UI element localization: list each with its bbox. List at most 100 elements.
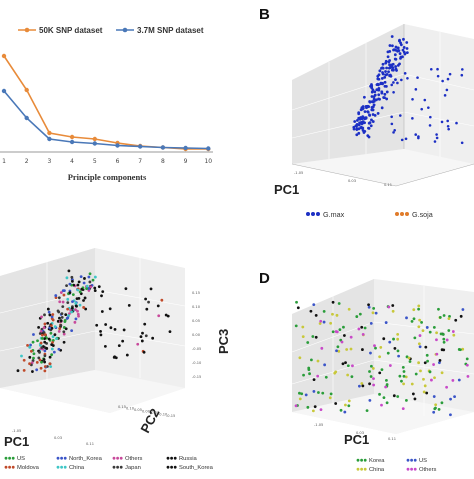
panel-c-point: [58, 327, 62, 330]
panel-d-point: [445, 385, 448, 389]
panel-d-point: [368, 370, 371, 373]
panel-c-point: [29, 349, 33, 353]
panel-b-grid: [291, 32, 474, 159]
g-max-point: [363, 110, 367, 113]
panel-c-point: [88, 272, 92, 276]
g-max-point: [392, 48, 395, 52]
g-max-point: [371, 120, 375, 123]
panel-b-chart: -1.05 0.03 0.11 PC1 G.max G.soja: [274, 24, 474, 219]
g-max-point: [372, 97, 376, 101]
panel-c-point: [97, 285, 101, 289]
panel-c-point: [47, 310, 51, 314]
panel-d-point: [453, 395, 456, 399]
panel-d-point: [363, 326, 367, 330]
panel-d-point: [420, 320, 423, 324]
panel-b-legend: G.max G.soja: [306, 210, 433, 219]
panel-c-point: [78, 290, 82, 294]
panel-c-point: [32, 333, 35, 336]
panel-d-point: [457, 348, 461, 351]
g-max-point: [357, 123, 361, 127]
panel-d-point: [322, 309, 326, 313]
g-max-point: [381, 66, 384, 70]
series-1-point: [206, 146, 211, 151]
panel-d-point: [385, 379, 388, 382]
panel-d-point: [301, 325, 305, 329]
panel-d-point: [331, 312, 334, 316]
panel-d-point: [358, 384, 361, 388]
g-max-point: [371, 113, 375, 116]
panel-d-point: [311, 409, 315, 413]
panel-d-point: [413, 397, 417, 401]
panel-d-point: [341, 362, 345, 366]
panel-d-point: [298, 397, 302, 401]
panel-d-tick-2: 0.03: [356, 431, 364, 435]
g-max-point: [446, 77, 450, 81]
panel-c-point: [66, 301, 70, 305]
panel-b-letter: B: [259, 6, 270, 23]
panel-c-point: [151, 336, 155, 340]
panel-c-point: [31, 359, 35, 363]
g-max-point: [356, 118, 359, 122]
panel-b-points: [352, 35, 464, 145]
panel-c-point: [65, 276, 69, 280]
panel-c-point: [76, 309, 79, 313]
panel-d-point: [385, 401, 389, 405]
panel-c-point: [50, 326, 54, 330]
panel-d-point: [329, 321, 333, 325]
panel-d-point: [418, 334, 422, 337]
panel-d-point: [336, 345, 340, 349]
series-line-0: [3, 55, 209, 150]
panel-c-point: [127, 303, 131, 307]
series-1-point: [115, 143, 120, 148]
panel-c-point: [48, 355, 52, 359]
panel-c-point: [50, 315, 54, 319]
panel-d-point: [342, 334, 346, 337]
g-max-point: [396, 81, 399, 85]
g-max-point: [383, 75, 387, 79]
panel-d-point: [316, 359, 320, 363]
panel-d-point: [422, 390, 426, 394]
g-max-point: [391, 44, 394, 48]
panel-d-legend-marker: [360, 467, 363, 471]
panel-c-point: [49, 365, 53, 368]
g-max-point: [390, 115, 393, 119]
panel-a-legend: 50K SNP dataset 3.7M SNP dataset: [18, 26, 204, 35]
panel-c-point: [49, 331, 53, 335]
panel-d-point: [334, 330, 338, 333]
panel-c-point: [55, 337, 58, 341]
panel-c-chart: 0.150.100.050.00-0.05-0.10-0.15 0.15 0.10…: [0, 248, 231, 471]
g-max-point: [401, 55, 404, 59]
panel-d-point: [448, 314, 451, 318]
panel-d-point: [417, 304, 421, 308]
panel-c-point: [99, 329, 102, 333]
g-max-point: [448, 72, 452, 76]
panel-c-point: [65, 284, 68, 288]
panel-d-point: [323, 363, 327, 367]
panel-d-point: [329, 392, 333, 396]
panel-d-point: [435, 352, 439, 356]
panel-c-point: [47, 337, 51, 341]
panel-c-point: [45, 347, 49, 350]
panel-c-y-tick: 0.10: [126, 407, 135, 411]
panel-c-point: [61, 300, 65, 304]
g-max-point: [446, 119, 449, 123]
panel-d-point: [314, 335, 318, 339]
panel-d-legend-marker: [413, 458, 417, 462]
g-max-point: [386, 55, 390, 59]
panel-c-point: [67, 314, 71, 318]
panel-d-point: [433, 376, 436, 380]
g-max-point: [392, 131, 395, 134]
panel-c-point: [71, 293, 75, 297]
g-max-point: [376, 83, 380, 87]
panel-d-point: [355, 315, 359, 318]
panel-c-point: [72, 283, 76, 287]
panel-d-point: [337, 302, 341, 305]
panel-d-point: [304, 393, 308, 397]
panel-d-point: [465, 357, 469, 361]
g-max-point: [396, 63, 400, 67]
panel-c-back-pane: [0, 248, 95, 388]
panel-c-z-tick: 0.15: [192, 291, 200, 295]
panel-c-grid: [0, 258, 186, 380]
panel-d-point: [384, 385, 388, 389]
panel-c-point: [43, 333, 47, 337]
